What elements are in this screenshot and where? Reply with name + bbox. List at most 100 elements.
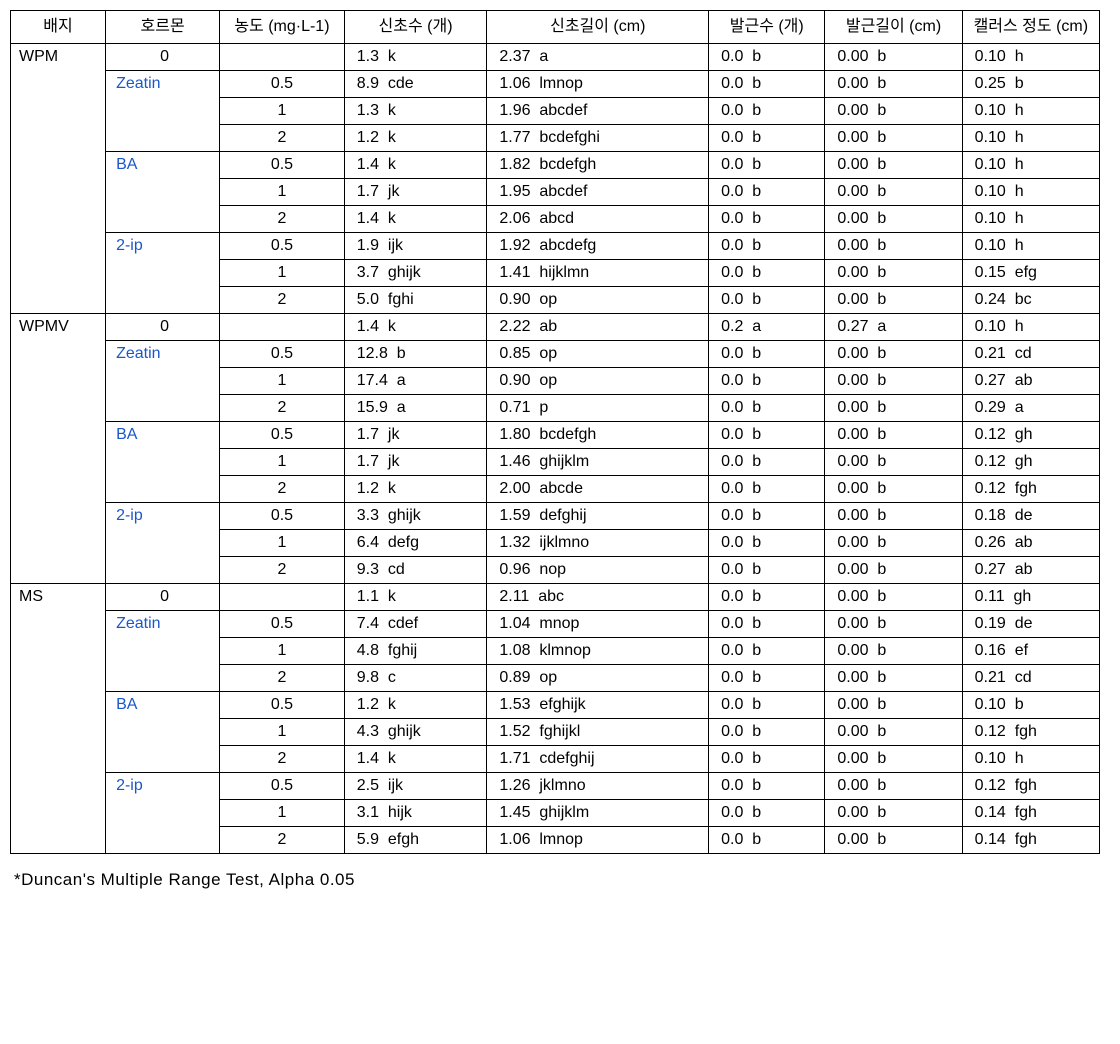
shoots-cell: 17.4 a <box>344 368 487 395</box>
shoots-cell: 1.2 k <box>344 125 487 152</box>
shoots-cell: 5.9 efgh <box>344 827 487 854</box>
slen-cell: 2.37 a <box>487 44 709 71</box>
conc-cell: 1 <box>220 800 345 827</box>
data-table: 배지 호르몬 농도 (mg·L-1) 신초수 (개) 신초길이 (cm) 발근수… <box>10 10 1100 854</box>
conc-cell: 2 <box>220 287 345 314</box>
roots-cell: 0.0 b <box>709 98 825 125</box>
slen-cell: 1.04 mnop <box>487 611 709 638</box>
rlen-cell: 0.00 b <box>825 125 962 152</box>
table-row: Zeatin0.512.8 b0.85 op0.0 b0.00 b0.21 cd <box>11 341 1100 368</box>
callus-cell: 0.16 ef <box>962 638 1099 665</box>
roots-cell: 0.2 a <box>709 314 825 341</box>
callus-cell: 0.25 b <box>962 71 1099 98</box>
callus-cell: 0.26 ab <box>962 530 1099 557</box>
hormone-cell: Zeatin <box>106 341 220 422</box>
slen-cell: 0.71 p <box>487 395 709 422</box>
slen-cell: 1.26 jklmno <box>487 773 709 800</box>
callus-cell: 0.27 ab <box>962 557 1099 584</box>
slen-cell: 2.00 abcde <box>487 476 709 503</box>
roots-cell: 0.0 b <box>709 179 825 206</box>
conc-cell: 1 <box>220 98 345 125</box>
rlen-cell: 0.00 b <box>825 260 962 287</box>
callus-cell: 0.10 h <box>962 206 1099 233</box>
conc-cell: 1 <box>220 260 345 287</box>
roots-cell: 0.0 b <box>709 503 825 530</box>
shoots-cell: 3.1 hijk <box>344 800 487 827</box>
rlen-cell: 0.00 b <box>825 719 962 746</box>
rlen-cell: 0.00 b <box>825 611 962 638</box>
conc-cell: 2 <box>220 476 345 503</box>
slen-cell: 1.82 bcdefgh <box>487 152 709 179</box>
roots-cell: 0.0 b <box>709 260 825 287</box>
conc-cell: 0.5 <box>220 422 345 449</box>
rlen-cell: 0.00 b <box>825 746 962 773</box>
conc-cell: 1 <box>220 530 345 557</box>
slen-cell: 1.52 fghijkl <box>487 719 709 746</box>
slen-cell: 1.46 ghijklm <box>487 449 709 476</box>
rlen-cell: 0.00 b <box>825 206 962 233</box>
header-slen: 신초길이 (cm) <box>487 11 709 44</box>
rlen-cell: 0.00 b <box>825 341 962 368</box>
rlen-cell: 0.00 b <box>825 395 962 422</box>
callus-cell: 0.10 h <box>962 233 1099 260</box>
roots-cell: 0.0 b <box>709 827 825 854</box>
table-row: WPM01.3 k2.37 a0.0 b0.00 b0.10 h <box>11 44 1100 71</box>
rlen-cell: 0.00 b <box>825 530 962 557</box>
roots-cell: 0.0 b <box>709 638 825 665</box>
shoots-cell: 1.4 k <box>344 152 487 179</box>
conc-cell: 0.5 <box>220 503 345 530</box>
conc-cell: 1 <box>220 368 345 395</box>
slen-cell: 1.32 ijklmno <box>487 530 709 557</box>
callus-cell: 0.10 h <box>962 179 1099 206</box>
callus-cell: 0.29 a <box>962 395 1099 422</box>
callus-cell: 0.21 cd <box>962 665 1099 692</box>
shoots-cell: 1.4 k <box>344 314 487 341</box>
roots-cell: 0.0 b <box>709 692 825 719</box>
slen-cell: 1.80 bcdefgh <box>487 422 709 449</box>
hormone-cell: BA <box>106 422 220 503</box>
slen-cell: 1.59 defghij <box>487 503 709 530</box>
conc-cell: 2 <box>220 827 345 854</box>
roots-cell: 0.0 b <box>709 206 825 233</box>
hormone-cell: 2-ip <box>106 773 220 854</box>
header-shoots: 신초수 (개) <box>344 11 487 44</box>
rlen-cell: 0.00 b <box>825 773 962 800</box>
roots-cell: 0.0 b <box>709 152 825 179</box>
shoots-cell: 1.7 jk <box>344 449 487 476</box>
slen-cell: 1.71 cdefghij <box>487 746 709 773</box>
conc-cell <box>220 44 345 71</box>
shoots-cell: 1.3 k <box>344 44 487 71</box>
slen-cell: 1.45 ghijklm <box>487 800 709 827</box>
roots-cell: 0.0 b <box>709 422 825 449</box>
roots-cell: 0.0 b <box>709 746 825 773</box>
callus-cell: 0.10 b <box>962 692 1099 719</box>
rlen-cell: 0.00 b <box>825 476 962 503</box>
slen-cell: 1.92 abcdefg <box>487 233 709 260</box>
roots-cell: 0.0 b <box>709 584 825 611</box>
roots-cell: 0.0 b <box>709 800 825 827</box>
slen-cell: 0.96 nop <box>487 557 709 584</box>
table-row: BA0.51.2 k1.53 efghijk0.0 b0.00 b0.10 b <box>11 692 1100 719</box>
media-cell: WPM <box>11 44 106 314</box>
callus-cell: 0.10 h <box>962 746 1099 773</box>
conc-cell <box>220 584 345 611</box>
slen-cell: 2.22 ab <box>487 314 709 341</box>
shoots-cell: 9.3 cd <box>344 557 487 584</box>
hormone-cell: 0 <box>106 314 220 341</box>
header-hormone: 호르몬 <box>106 11 220 44</box>
rlen-cell: 0.27 a <box>825 314 962 341</box>
rlen-cell: 0.00 b <box>825 557 962 584</box>
conc-cell <box>220 314 345 341</box>
shoots-cell: 1.3 k <box>344 98 487 125</box>
header-roots: 발근수 (개) <box>709 11 825 44</box>
roots-cell: 0.0 b <box>709 773 825 800</box>
callus-cell: 0.10 h <box>962 152 1099 179</box>
conc-cell: 2 <box>220 206 345 233</box>
callus-cell: 0.14 fgh <box>962 800 1099 827</box>
roots-cell: 0.0 b <box>709 125 825 152</box>
slen-cell: 1.06 lmnop <box>487 827 709 854</box>
hormone-cell: Zeatin <box>106 611 220 692</box>
conc-cell: 2 <box>220 395 345 422</box>
roots-cell: 0.0 b <box>709 341 825 368</box>
shoots-cell: 1.1 k <box>344 584 487 611</box>
